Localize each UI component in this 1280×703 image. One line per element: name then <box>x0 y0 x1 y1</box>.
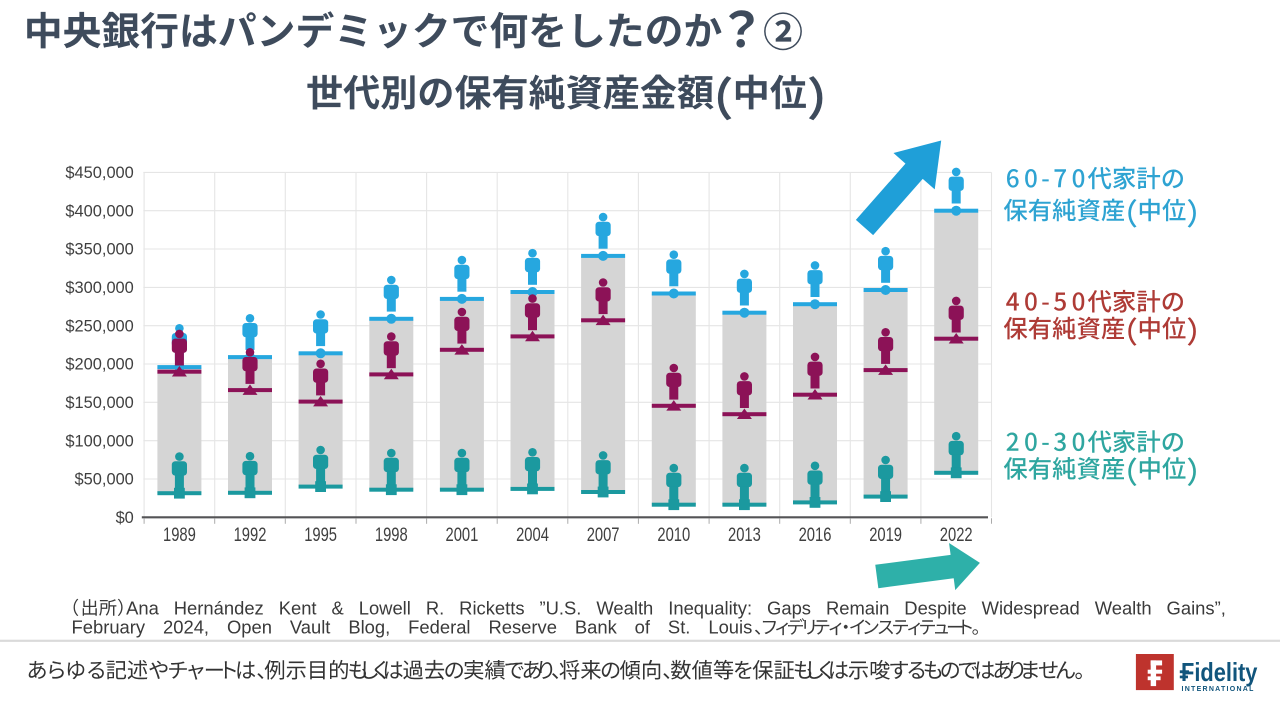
svg-text:INTERNATIONAL: INTERNATIONAL <box>1182 686 1255 693</box>
svg-text:1995: 1995 <box>304 523 337 545</box>
svg-text:2019: 2019 <box>869 523 902 545</box>
svg-text:2022: 2022 <box>940 523 973 545</box>
svg-text:2007: 2007 <box>587 523 620 545</box>
svg-text:2010: 2010 <box>657 523 690 545</box>
svg-text:$150,000: $150,000 <box>65 394 133 412</box>
svg-text:$200,000: $200,000 <box>65 356 133 374</box>
svg-text:$50,000: $50,000 <box>75 471 134 489</box>
svg-text:2016: 2016 <box>799 523 832 545</box>
svg-text:$250,000: $250,000 <box>65 317 133 335</box>
svg-text:$400,000: $400,000 <box>65 202 133 220</box>
svg-text:1992: 1992 <box>234 523 267 545</box>
svg-text:Fidelity: Fidelity <box>1181 658 1258 687</box>
svg-text:$0: $0 <box>116 509 134 527</box>
svg-text:1998: 1998 <box>375 523 408 545</box>
svg-text:$100,000: $100,000 <box>65 432 133 450</box>
svg-text:February 2024, Open Vault Blog: February 2024, Open Vault Blog, Federal … <box>72 617 753 638</box>
svg-text:2004: 2004 <box>516 523 549 545</box>
svg-text:$350,000: $350,000 <box>65 241 133 259</box>
svg-text:1989: 1989 <box>163 523 196 545</box>
svg-text:2013: 2013 <box>728 523 761 545</box>
svg-text:2001: 2001 <box>445 523 478 545</box>
svg-text:Ana Hernández Kent & Lowell R.: Ana Hernández Kent & Lowell R. Ricketts … <box>126 597 1226 618</box>
svg-text:$300,000: $300,000 <box>65 279 133 297</box>
svg-text:$450,000: $450,000 <box>65 164 133 182</box>
